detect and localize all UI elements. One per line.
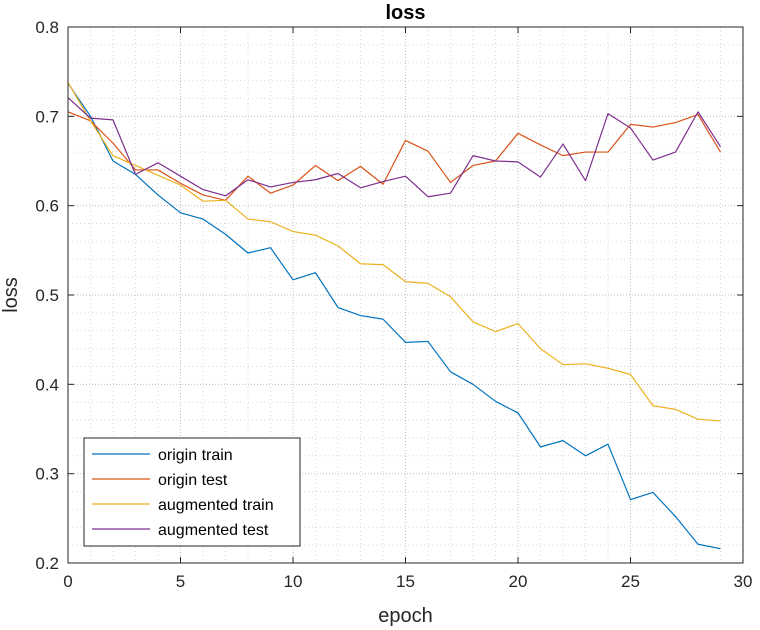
- x-tick-label: 5: [176, 572, 185, 591]
- series-line-augmented-train: [67, 82, 721, 422]
- y-axis-ticks: 0.2 0.3 0.4 0.5 0.6 0.7 0.8: [35, 18, 743, 573]
- x-tick-label: 15: [396, 572, 415, 591]
- y-tick-label: 0.3: [35, 465, 59, 484]
- series-layer: [67, 82, 722, 550]
- series-line-origin-train: [67, 82, 721, 550]
- x-tick-label: 0: [63, 572, 72, 591]
- y-tick-label: 0.6: [35, 197, 59, 216]
- y-tick-label: 0.2: [35, 554, 59, 573]
- legend-box: [83, 437, 301, 547]
- y-axis-title: loss: [0, 277, 22, 313]
- legend-label: augmented train: [158, 497, 274, 514]
- legend-label: augmented test: [158, 522, 269, 539]
- legend-label: origin train: [158, 447, 233, 464]
- y-tick-label: 0.5: [35, 286, 59, 305]
- series-line-origin-test: [67, 111, 722, 201]
- y-tick-label: 0.4: [35, 375, 59, 394]
- x-tick-label: 10: [284, 572, 303, 591]
- y-tick-label: 0.8: [35, 18, 59, 37]
- legend-label: origin test: [158, 472, 228, 489]
- x-tick-label: 20: [509, 572, 528, 591]
- chart-title: loss: [385, 2, 425, 24]
- y-tick-label: 0.7: [35, 107, 59, 126]
- legend: origin train origin test augmented train au…: [83, 437, 301, 547]
- x-tick-label: 30: [734, 572, 753, 591]
- x-tick-label: 25: [621, 572, 640, 591]
- x-axis-title: epoch: [378, 605, 433, 627]
- x-axis-ticks: 0 5 10 15 20 25 30: [63, 27, 752, 591]
- series-line-augmented-test: [67, 97, 722, 198]
